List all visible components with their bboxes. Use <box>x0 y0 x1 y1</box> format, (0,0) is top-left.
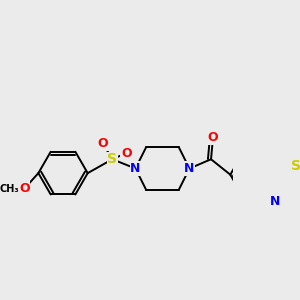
Text: O: O <box>121 147 131 160</box>
Text: N: N <box>184 162 195 175</box>
Text: N: N <box>130 162 141 175</box>
Text: N: N <box>270 195 280 208</box>
Text: O: O <box>207 131 218 144</box>
Text: S: S <box>291 159 300 173</box>
Text: O: O <box>19 182 30 195</box>
Text: S: S <box>107 152 117 166</box>
Text: CH₃: CH₃ <box>0 184 19 194</box>
Text: O: O <box>98 137 108 150</box>
